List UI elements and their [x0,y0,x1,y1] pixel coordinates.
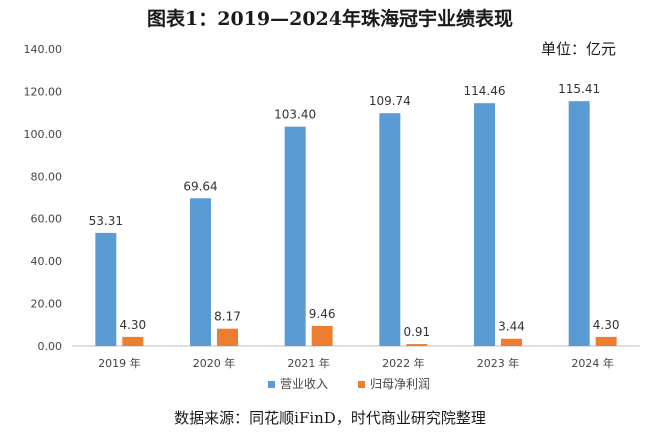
profit-data-label: 8.17 [214,310,241,324]
profit-data-label: 0.91 [403,325,430,339]
revenue-bar [95,232,117,346]
revenue-data-label: 103.40 [274,108,316,122]
revenue-bar [379,113,401,346]
x-tick-label: 2019 年 [98,356,141,370]
y-tick-label: 120.00 [24,85,63,98]
profit-data-label: 4.30 [593,318,620,332]
y-tick-label: 80.00 [31,170,63,183]
revenue-bar [284,126,306,346]
source-note: 数据来源：同花顺iFinD，时代商业研究院整理 [174,409,486,427]
y-tick-label: 140.00 [24,43,63,56]
revenue-bar [190,198,211,346]
revenue-data-label: 115.41 [558,82,600,96]
x-tick-label: 2023 年 [477,356,520,370]
y-tick-label: 60.00 [31,213,63,226]
profit-bar [406,344,428,346]
x-tick-label: 2024 年 [571,356,614,370]
profit-bar [311,325,333,346]
x-tick-label: 2021 年 [287,356,330,370]
profit-bar [595,336,617,346]
y-tick-label: 100.00 [24,128,63,141]
legend-swatch-profit [358,381,365,388]
revenue-bar [474,103,495,347]
legend-label-profit: 归母净利润 [370,377,430,391]
y-tick-label: 40.00 [31,255,63,268]
legend-label-revenue: 营业收入 [280,377,328,391]
profit-bar [122,336,144,346]
x-tick-label: 2022 年 [382,356,425,370]
revenue-bar [568,101,590,347]
chart-title: 图表1：2019—2024年珠海冠宇业绩表现 [147,8,513,30]
revenue-data-label: 114.46 [464,84,506,98]
profit-data-label: 9.46 [309,307,336,321]
revenue-data-label: 53.31 [89,214,123,228]
y-tick-label: 0.00 [38,340,63,353]
profit-data-label: 3.44 [498,320,525,334]
x-tick-label: 2020 年 [193,356,236,370]
unit-label: 单位：亿元 [540,40,616,58]
y-tick-label: 20.00 [31,298,63,311]
legend-swatch-revenue [268,381,275,388]
revenue-data-label: 109.74 [369,94,411,108]
profit-bar [501,338,522,346]
profit-bar [217,328,238,346]
profit-data-label: 4.30 [119,318,146,332]
revenue-data-label: 69.64 [183,179,217,193]
